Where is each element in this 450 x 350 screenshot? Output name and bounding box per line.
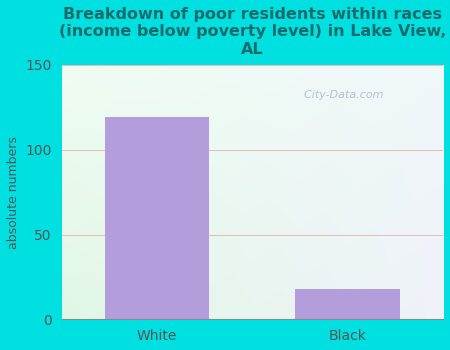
Bar [104,118,209,319]
Bar [295,289,400,319]
Text: City-Data.com: City-Data.com [297,90,383,100]
Title: Breakdown of poor residents within races
(income below poverty level) in Lake Vi: Breakdown of poor residents within races… [58,7,446,57]
Y-axis label: absolute numbers: absolute numbers [7,136,20,248]
